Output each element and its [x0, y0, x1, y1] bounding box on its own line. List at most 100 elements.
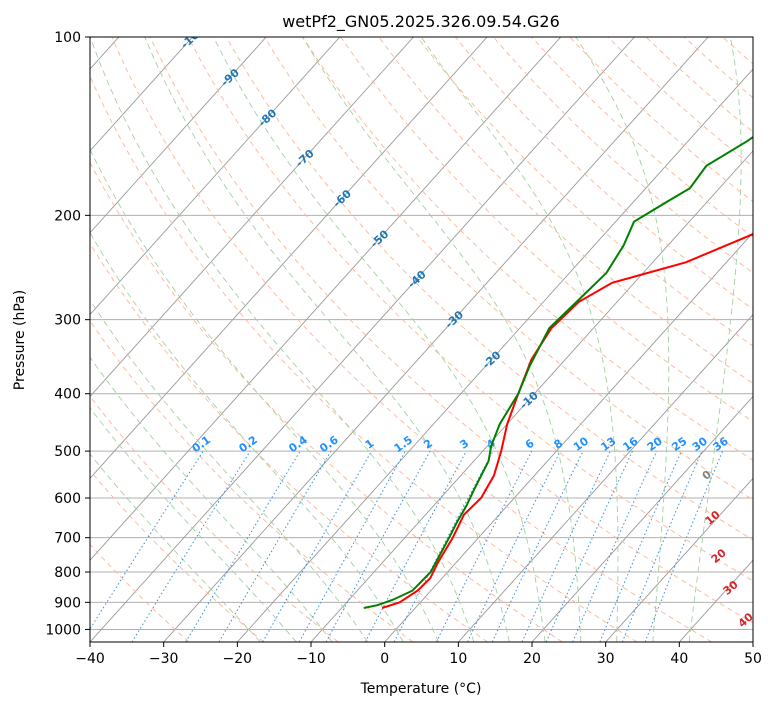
- isotherm-line: [90, 37, 193, 152]
- dry-adiabat-label: 20: [709, 546, 729, 566]
- mixing-ratio-line: [131, 450, 251, 642]
- moist-adiabat-line: [90, 407, 297, 642]
- dry-adiabat-line: [187, 37, 753, 582]
- mixing-ratio-label: 0.4: [286, 433, 310, 455]
- profile-lines: [363, 135, 753, 609]
- dry-adiabat-line: [90, 75, 638, 642]
- dry-adiabat-line: [683, 37, 753, 99]
- mixing-ratio-line: [491, 450, 584, 642]
- isotherm-line: [90, 37, 488, 479]
- isotherm-line: [90, 37, 341, 316]
- background-lines: [90, 37, 753, 642]
- isotherm-line: [90, 37, 267, 234]
- isotherm-line: [236, 68, 753, 642]
- dry-adiabat-line: [645, 37, 753, 133]
- mixing-ratio-line: [364, 450, 467, 642]
- x-tick-label: −40: [75, 651, 105, 667]
- dry-adiabat-line: [225, 37, 753, 541]
- x-tick-label: −30: [149, 651, 179, 667]
- x-axis-title: Temperature (°C): [360, 681, 482, 697]
- moist-adiabat-line: [302, 37, 582, 642]
- y-tick-label: 200: [54, 208, 81, 224]
- isotherm-line: [678, 559, 753, 642]
- chart-title: wetPf2_GN05.2025.326.09.54.G26: [282, 12, 560, 32]
- isotherm-line: [457, 313, 753, 642]
- x-tick-label: 10: [449, 651, 467, 667]
- x-tick-label: −10: [296, 651, 326, 667]
- dewpoint-profile: [363, 135, 753, 609]
- mixing-ratio-line: [545, 450, 633, 642]
- y-tick-label: 100: [54, 30, 81, 46]
- dry-adiabat-line: [90, 320, 414, 642]
- moist-adiabat-line: [212, 37, 546, 642]
- dry-adiabat-line: [531, 37, 753, 238]
- moist-adiabat-line: [420, 37, 619, 642]
- moist-adiabat-line: [90, 37, 475, 642]
- y-tick-label: 800: [54, 565, 81, 581]
- x-tick-label: 30: [597, 651, 615, 667]
- moist-adiabat-line: [90, 231, 404, 642]
- y-tick-label: 600: [54, 491, 81, 507]
- mixing-ratio-label: 3: [457, 437, 471, 452]
- isotherm-line: [384, 232, 753, 642]
- isotherm-line: [531, 395, 753, 642]
- mixing-ratio-line: [435, 450, 533, 642]
- mixing-ratio-label: 0.6: [317, 433, 341, 455]
- isotherm-line: [752, 641, 753, 642]
- mixing-ratio-label: 6: [523, 437, 537, 452]
- x-tick-label: 0: [380, 651, 389, 667]
- dry-adiabat-line: [302, 37, 753, 461]
- isotherm-line: [90, 37, 635, 642]
- dry-adiabat-line: [90, 543, 190, 642]
- y-tick-label: 1000: [45, 622, 81, 638]
- mixing-ratio-line: [572, 450, 658, 642]
- dry-adiabat-line: [493, 37, 753, 274]
- isotherm-line: [90, 37, 562, 561]
- line-labels: 0.1 0.2 0.4 0.6 1 1.5 2 3 4 6 8 10 13 16 20 25 30 36-100-…: [178, 37, 753, 630]
- y-tick-label: 500: [54, 444, 81, 460]
- mixing-ratio-line: [621, 450, 703, 642]
- moist-adiabat-line: [688, 37, 742, 642]
- x-tick-label: −20: [223, 651, 253, 667]
- dry-adiabat-line: [90, 242, 488, 642]
- moist-adiabat-line: [90, 453, 261, 642]
- dry-adiabat-line: [90, 161, 563, 642]
- mixing-ratio-line: [185, 450, 301, 642]
- isotherm-line: [163, 37, 709, 642]
- moist-adiabat-line: [144, 37, 510, 642]
- dry-adiabat-line: [90, 395, 339, 642]
- x-tick-label: 40: [670, 651, 688, 667]
- dry-adiabat-line: [264, 37, 753, 501]
- mixing-ratio-line: [325, 450, 431, 642]
- mixing-ratio-line: [298, 450, 406, 642]
- dry-adiabat-line: [149, 37, 753, 624]
- dry-adiabat-line: [111, 37, 712, 642]
- moist-adiabat-line: [90, 148, 440, 642]
- mixing-ratio-line: [262, 450, 373, 642]
- dry-adiabat-line: [607, 37, 753, 168]
- y-axis-title: Pressure (hPa): [12, 290, 28, 390]
- x-tick-label: 20: [523, 651, 541, 667]
- mixing-ratio-label: 2: [421, 437, 435, 452]
- isotherm-line: [605, 477, 753, 642]
- axis-ticks: −40 −30 −20 −10 0 10 20 30 40 5010020030040050060…: [45, 30, 762, 667]
- y-tick-label: 300: [54, 313, 81, 329]
- mixing-ratio-line: [644, 450, 724, 642]
- isotherm-line: [90, 37, 414, 398]
- mixing-ratio-line: [599, 450, 682, 642]
- y-tick-label: 700: [54, 531, 81, 547]
- moist-adiabat-line: [90, 299, 369, 642]
- mixing-ratio-label: 1.5: [392, 433, 415, 455]
- dry-adiabat-line: [454, 37, 753, 310]
- mixing-ratio-label: 0.1: [190, 433, 213, 455]
- mixing-ratio-line: [90, 450, 204, 630]
- y-tick-label: 900: [54, 595, 81, 611]
- plot-frame: [89, 36, 754, 643]
- y-tick-label: 400: [54, 387, 81, 403]
- x-tick-label: 50: [744, 651, 762, 667]
- dry-adiabat-line: [416, 37, 753, 347]
- moist-adiabat-line: [575, 37, 670, 642]
- moist-adiabat-line: [90, 356, 333, 642]
- dry-adiabat-label: 30: [721, 578, 741, 598]
